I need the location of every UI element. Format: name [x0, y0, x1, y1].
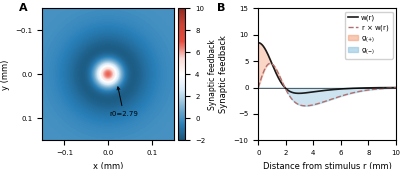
r $\times$ w(r)	[303, 105, 308, 107]
w(r)	[264, 51, 269, 53]
Y-axis label: y (mm): y (mm)	[1, 59, 10, 90]
r $\times$ w(r)	[256, 87, 261, 89]
X-axis label: Distance from stimulus r (mm): Distance from stimulus r (mm)	[263, 162, 392, 169]
Text: B: B	[217, 3, 225, 13]
w(r)	[360, 87, 365, 89]
Y-axis label: Synaptic feedback: Synaptic feedback	[208, 39, 217, 110]
w(r)	[296, 92, 301, 94]
r $\times$ w(r)	[264, 65, 269, 67]
Legend: w(r), r $\times$ w(r), g$_{(+)}$, g$_{(-)}$: w(r), r $\times$ w(r), g$_{(+)}$, g$_{(-…	[345, 12, 392, 59]
w(r)	[256, 42, 261, 44]
Text: A: A	[19, 3, 27, 13]
w(r)	[375, 87, 380, 89]
r $\times$ w(r)	[340, 95, 345, 97]
w(r)	[340, 88, 344, 90]
r $\times$ w(r)	[268, 62, 272, 64]
Y-axis label: Synaptic feedback: Synaptic feedback	[219, 35, 228, 113]
Line: w(r): w(r)	[258, 43, 396, 93]
w(r)	[344, 88, 348, 90]
r $\times$ w(r)	[394, 87, 398, 89]
X-axis label: x (mm): x (mm)	[93, 162, 124, 169]
r $\times$ w(r)	[344, 93, 349, 95]
w(r)	[394, 87, 398, 89]
Text: r0=2.79: r0=2.79	[109, 87, 138, 117]
Line: r $\times$ w(r): r $\times$ w(r)	[258, 63, 396, 106]
r $\times$ w(r)	[336, 96, 341, 98]
r $\times$ w(r)	[375, 88, 380, 90]
w(r)	[336, 88, 341, 90]
r $\times$ w(r)	[361, 90, 366, 92]
